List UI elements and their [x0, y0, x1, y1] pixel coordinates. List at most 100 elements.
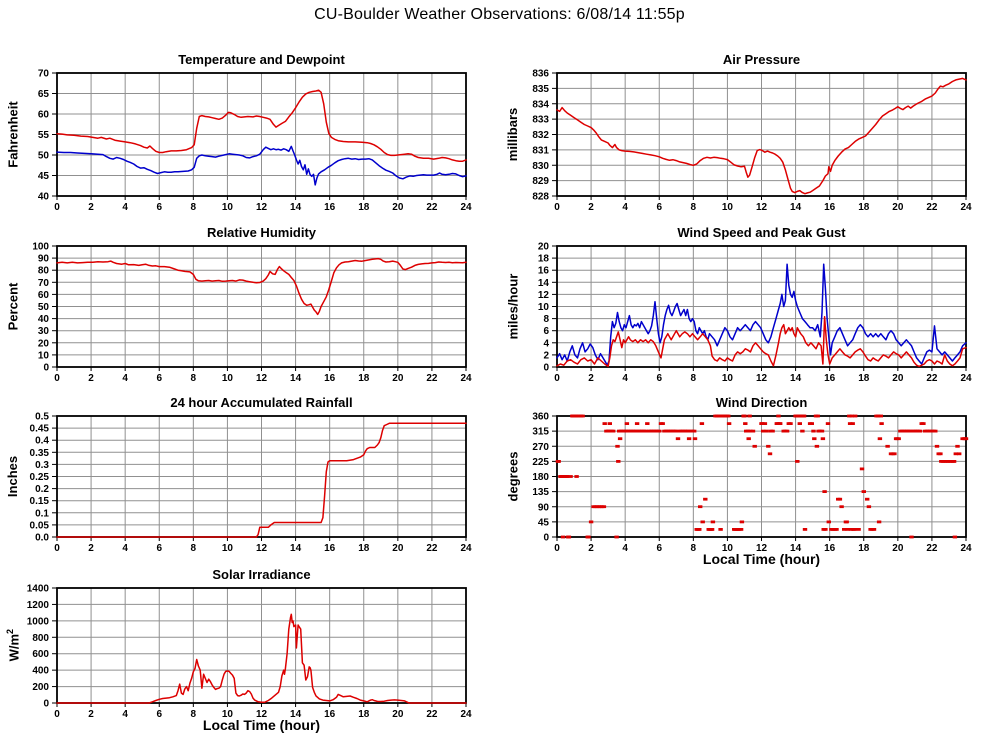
svg-text:6: 6 — [656, 202, 662, 213]
svg-text:50: 50 — [38, 151, 50, 162]
svg-text:0.45: 0.45 — [30, 424, 50, 435]
chart-title: Air Pressure — [722, 52, 801, 67]
svg-text:65: 65 — [38, 89, 50, 100]
svg-text:20: 20 — [892, 373, 904, 384]
svg-text:24: 24 — [460, 373, 472, 384]
svg-text:0: 0 — [43, 699, 49, 710]
page-title: CU-Boulder Weather Observations: 6/08/14… — [314, 6, 685, 23]
svg-text:22: 22 — [426, 373, 438, 384]
series-peak-gust — [556, 263, 967, 366]
svg-text:6: 6 — [656, 543, 662, 554]
svg-text:24: 24 — [960, 543, 972, 554]
svg-text:180: 180 — [532, 472, 549, 483]
svg-text:836: 836 — [532, 69, 549, 80]
svg-text:20: 20 — [392, 202, 404, 213]
svg-text:16: 16 — [824, 543, 836, 554]
svg-text:14: 14 — [290, 709, 302, 720]
svg-text:10: 10 — [222, 543, 234, 554]
svg-text:18: 18 — [858, 202, 870, 213]
svg-text:16: 16 — [324, 709, 336, 720]
x-axis-label: Local Time (hour) — [702, 551, 821, 567]
svg-text:16: 16 — [324, 202, 336, 213]
svg-text:10: 10 — [722, 543, 734, 554]
svg-text:45: 45 — [38, 171, 50, 182]
svg-text:60: 60 — [38, 290, 50, 301]
svg-text:20: 20 — [892, 543, 904, 554]
svg-text:830: 830 — [532, 161, 549, 172]
svg-text:0: 0 — [54, 709, 60, 720]
svg-text:6: 6 — [543, 326, 549, 337]
svg-text:14: 14 — [290, 373, 302, 384]
svg-text:18: 18 — [358, 373, 370, 384]
svg-text:22: 22 — [926, 202, 938, 213]
series-irradiance — [56, 613, 467, 704]
svg-text:55: 55 — [38, 130, 50, 141]
svg-text:135: 135 — [532, 487, 549, 498]
svg-text:2: 2 — [88, 709, 94, 720]
svg-text:20: 20 — [538, 242, 550, 253]
svg-text:10: 10 — [538, 302, 550, 313]
svg-text:22: 22 — [426, 543, 438, 554]
svg-text:14: 14 — [290, 202, 302, 213]
svg-text:18: 18 — [358, 202, 370, 213]
svg-text:10: 10 — [222, 202, 234, 213]
svg-text:2: 2 — [88, 543, 94, 554]
svg-text:200: 200 — [32, 682, 49, 693]
svg-text:12: 12 — [756, 373, 768, 384]
svg-text:14: 14 — [790, 543, 802, 554]
chart-title: Solar Irradiance — [212, 567, 311, 582]
svg-text:100: 100 — [32, 242, 49, 253]
svg-text:10: 10 — [222, 709, 234, 720]
svg-text:12: 12 — [256, 543, 268, 554]
svg-text:16: 16 — [324, 543, 336, 554]
chart-title: Temperature and Dewpoint — [178, 52, 345, 67]
svg-text:12: 12 — [256, 202, 268, 213]
x-axis-label: Local Time (hour) — [202, 717, 321, 733]
series-rainfall — [56, 422, 467, 538]
svg-text:0: 0 — [554, 373, 560, 384]
svg-text:0.3: 0.3 — [35, 460, 49, 471]
svg-text:22: 22 — [426, 709, 438, 720]
svg-text:4: 4 — [122, 202, 128, 213]
svg-text:6: 6 — [156, 543, 162, 554]
svg-text:2: 2 — [543, 350, 549, 361]
svg-text:90: 90 — [538, 502, 550, 513]
svg-text:16: 16 — [324, 373, 336, 384]
svg-text:2: 2 — [588, 373, 594, 384]
svg-text:12: 12 — [256, 373, 268, 384]
svg-text:90: 90 — [38, 254, 50, 265]
svg-text:8: 8 — [691, 543, 697, 554]
svg-text:14: 14 — [538, 278, 550, 289]
svg-text:270: 270 — [532, 442, 549, 453]
svg-text:8: 8 — [691, 373, 697, 384]
series-wind-direction — [555, 414, 969, 539]
svg-text:2: 2 — [88, 373, 94, 384]
svg-text:22: 22 — [426, 202, 438, 213]
svg-text:8: 8 — [543, 314, 549, 325]
svg-text:70: 70 — [38, 278, 50, 289]
svg-text:0: 0 — [543, 533, 549, 544]
svg-text:8: 8 — [191, 709, 197, 720]
series-wind-speed — [556, 316, 967, 368]
svg-text:60: 60 — [38, 110, 50, 121]
svg-text:14: 14 — [290, 543, 302, 554]
svg-text:4: 4 — [122, 373, 128, 384]
svg-text:10: 10 — [222, 373, 234, 384]
svg-text:8: 8 — [191, 202, 197, 213]
svg-text:40: 40 — [38, 314, 50, 325]
svg-text:828: 828 — [532, 192, 549, 203]
svg-text:24: 24 — [960, 373, 972, 384]
svg-text:30: 30 — [38, 326, 50, 337]
svg-text:12: 12 — [256, 709, 268, 720]
svg-text:18: 18 — [858, 373, 870, 384]
svg-text:70: 70 — [38, 69, 50, 80]
svg-text:0: 0 — [54, 373, 60, 384]
svg-text:829: 829 — [532, 176, 549, 187]
svg-text:12: 12 — [756, 202, 768, 213]
svg-text:831: 831 — [532, 145, 549, 156]
svg-text:0.1: 0.1 — [35, 508, 49, 519]
